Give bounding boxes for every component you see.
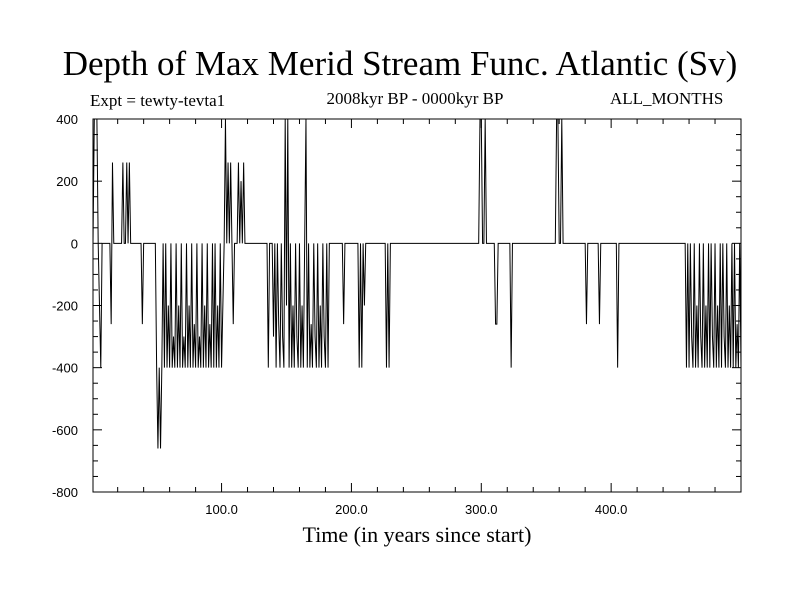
x-axis-label: Time (in years since start): [302, 522, 532, 547]
axis-ticks: [93, 119, 741, 492]
x-tick-label: 300.0: [465, 502, 498, 517]
y-tick-label: 400: [56, 112, 78, 127]
x-tick-label: 400.0: [595, 502, 628, 517]
plot-frame: [92, 118, 742, 493]
y-tick-label: -600: [52, 423, 78, 438]
experiment-label: Expt = tewty-tevta1: [90, 91, 226, 110]
y-tick-label: -400: [52, 361, 78, 376]
x-tick-label: 200.0: [335, 502, 368, 517]
chart-title: Depth of Max Merid Stream Func. Atlantic…: [62, 44, 738, 83]
x-tick-label: 100.0: [205, 502, 238, 517]
y-tick-label: 200: [56, 174, 78, 189]
series-group: [92, 118, 742, 449]
months-label: ALL_MONTHS: [610, 89, 724, 108]
axis-tick-labels: 100.0 200.0 300.0 400.0 400 200 0 -200 -400 -600 -…: [52, 112, 627, 517]
y-tick-label: 0: [71, 236, 78, 251]
period-label: 2008kyr BP - 0000kyr BP: [326, 89, 504, 108]
series-line-0: [92, 118, 742, 449]
y-tick-label: -200: [52, 299, 78, 314]
y-tick-label: -800: [52, 485, 78, 500]
